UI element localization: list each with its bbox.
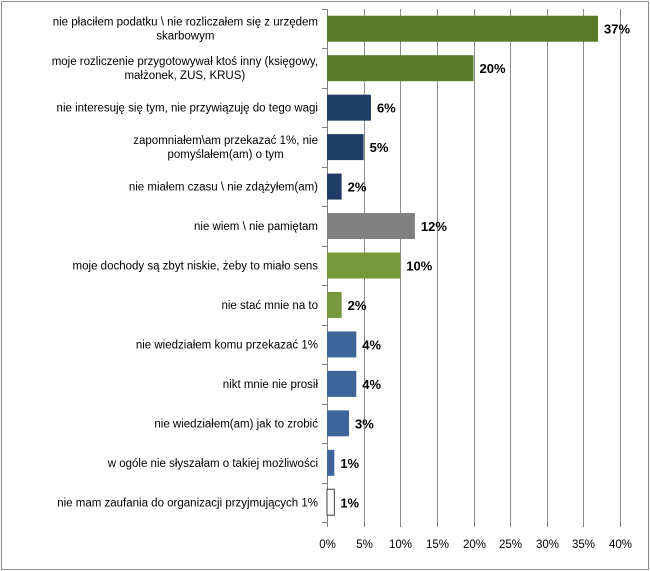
category-label-line: nie miałem czasu \ nie zdążyłem(am) xyxy=(129,182,318,194)
bar xyxy=(326,488,335,516)
bar xyxy=(327,291,342,318)
data-label: 6% xyxy=(377,101,396,116)
category-label-line: skarbowym xyxy=(156,31,214,43)
bar xyxy=(327,134,364,161)
category-label: nie wiem \ nie pamiętam xyxy=(194,221,318,233)
category-label-line: nie wiem \ nie pamiętam xyxy=(194,221,318,233)
x-tick-label: 15% xyxy=(426,539,449,551)
x-tick-label: 25% xyxy=(499,539,522,551)
category-label: nie wiedziałem(am) jak to zrobić xyxy=(154,418,318,430)
category-label: nie płaciłem podatku \ nie rozliczałem s… xyxy=(53,17,318,43)
x-tick-label: 30% xyxy=(536,539,559,551)
x-tick-label: 40% xyxy=(609,539,632,551)
value-labels: 37% 20% 6% 5% 2% 12% 10% 2% 4% 4% 3% 1% 1% xyxy=(340,22,630,511)
data-label: 20% xyxy=(480,61,506,76)
x-tick-label: 10% xyxy=(389,539,412,551)
category-label: moje dochody są zbyt niskie, żeby to mia… xyxy=(73,261,319,273)
category-label-line: nie mam zaufania do organizacji przyjmuj… xyxy=(57,497,318,509)
category-label-line: nie wiedziałem(am) jak to zrobić xyxy=(154,418,318,430)
bar xyxy=(327,252,401,279)
bar xyxy=(327,173,342,200)
data-label: 5% xyxy=(370,140,389,155)
data-label: 4% xyxy=(362,377,381,392)
x-tick-label: 20% xyxy=(463,539,486,551)
gridlines xyxy=(322,9,621,527)
data-label: 1% xyxy=(340,456,359,471)
category-label: nie miałem czasu \ nie zdążyłem(am) xyxy=(129,182,318,194)
bar xyxy=(327,55,474,82)
category-label: nikt mnie nie prosił xyxy=(223,379,319,391)
category-label: nie interesuję się tym, nie przywiązuję … xyxy=(57,103,318,115)
category-label-line: nikt mnie nie prosił xyxy=(223,379,319,391)
category-labels: nie płaciłem podatku \ nie rozliczałem s… xyxy=(52,17,319,510)
bar xyxy=(327,15,599,42)
data-label: 1% xyxy=(340,495,359,510)
category-label-line: w ogóle nie słyszałam o takiej możliwośc… xyxy=(107,458,318,470)
category-label-line: moje rozliczenie przygotowywał ktoś inny… xyxy=(52,56,318,68)
data-label: 2% xyxy=(348,298,367,313)
category-label: moje rozliczenie przygotowywał ktoś inny… xyxy=(52,56,318,82)
category-label-line: zapomniałem\am przekazać 1%, nie xyxy=(133,135,318,147)
category-label-line: nie stać mnie na to xyxy=(221,300,318,312)
category-label: nie mam zaufania do organizacji przyjmuj… xyxy=(57,497,318,509)
data-label: 3% xyxy=(355,416,374,431)
data-label: 37% xyxy=(604,22,630,37)
category-label: zapomniałem\am przekazać 1%, nie pomyślał… xyxy=(133,135,318,161)
x-tick-label: 35% xyxy=(572,539,595,551)
bar xyxy=(327,370,357,397)
category-label-line: nie interesuję się tym, nie przywiązuję … xyxy=(57,103,318,115)
data-label: 10% xyxy=(406,259,432,274)
category-label-line: moje dochody są zbyt niskie, żeby to mia… xyxy=(73,261,319,273)
bar xyxy=(327,331,357,358)
bar xyxy=(327,410,349,437)
category-label: nie wiedziałem komu przekazać 1% xyxy=(136,339,318,351)
category-label-line: nie wiedziałem komu przekazać 1% xyxy=(136,339,318,351)
bar xyxy=(327,213,415,240)
x-axis-ticks: 0% 5% 10% 15% 20% 25% 30% 35% 40% xyxy=(319,539,632,551)
data-label: 4% xyxy=(362,337,381,352)
data-label: 12% xyxy=(421,219,447,234)
bar xyxy=(327,94,371,121)
category-label-line: pomyślałem(am) o tym xyxy=(167,149,283,161)
bars xyxy=(326,15,599,516)
category-label-line: nie płaciłem podatku \ nie rozliczałem s… xyxy=(53,17,318,29)
data-label: 2% xyxy=(348,180,367,195)
category-label: nie stać mnie na to xyxy=(221,300,318,312)
category-label-line: małżonek, ZUS, KRUS) xyxy=(124,70,245,82)
category-label: w ogóle nie słyszałam o takiej możliwośc… xyxy=(107,458,318,470)
x-tick-label: 0% xyxy=(319,539,336,551)
x-tick-label: 5% xyxy=(356,539,373,551)
bar xyxy=(327,449,335,476)
